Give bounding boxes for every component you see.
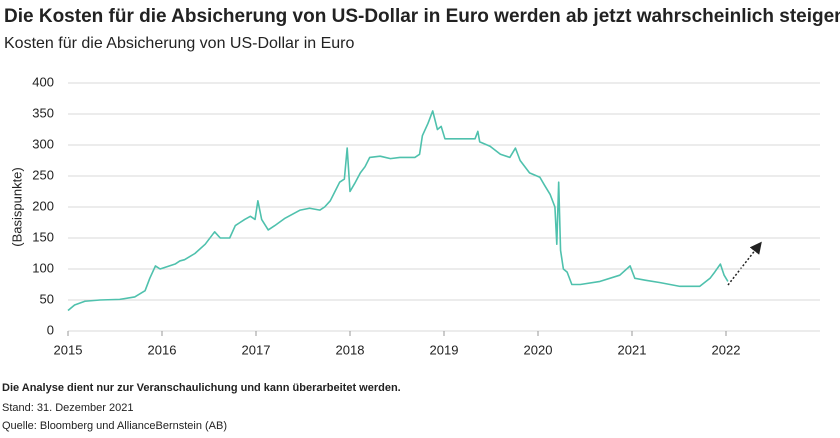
note: Die Analyse dient nur zur Veranschaulich… — [2, 382, 401, 394]
y-axis-label: (Basispunkte) — [9, 167, 24, 246]
chart-title: Die Kosten für die Absicherung von US-Do… — [4, 6, 840, 27]
x-tick-label: 2015 — [54, 342, 83, 357]
x-tick-label: 2018 — [336, 342, 365, 357]
note: Stand: 31. Dezember 2021 — [2, 402, 133, 414]
y-tick-label: 350 — [32, 105, 54, 120]
y-tick-label: 400 — [32, 74, 54, 89]
x-tick-label: 2017 — [242, 342, 271, 357]
y-tick-label: 200 — [32, 198, 54, 213]
y-tick-label: 50 — [40, 291, 54, 306]
y-tick-label: 100 — [32, 260, 54, 275]
chart-subtitle: Kosten für die Absicherung von US-Dollar… — [4, 35, 355, 52]
x-tick-label: 2022 — [712, 342, 741, 357]
x-tick-label: 2016 — [148, 342, 177, 357]
trend-arrow — [727, 241, 762, 286]
y-tick-label: 250 — [32, 167, 54, 182]
data-line — [67, 110, 729, 312]
x-tick-label: 2019 — [430, 342, 459, 357]
y-tick-label: 150 — [32, 229, 54, 244]
note: Quelle: Bloomberg und AllianceBernstein … — [2, 420, 227, 432]
x-tick-label: 2021 — [618, 342, 647, 357]
x-tick-label: 2020 — [524, 342, 553, 357]
y-tick-label: 300 — [32, 136, 54, 151]
y-tick-label: 0 — [47, 322, 54, 337]
